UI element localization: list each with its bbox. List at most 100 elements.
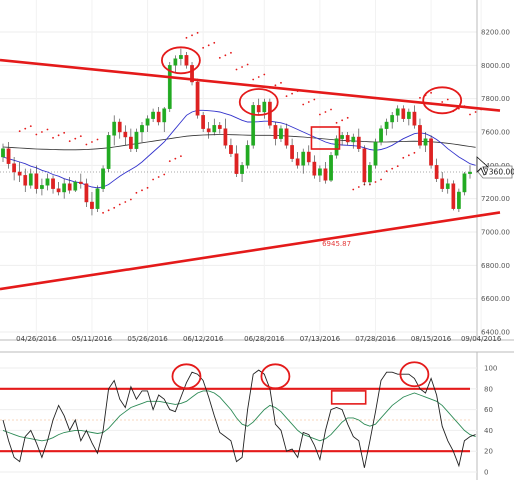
candle-up	[140, 125, 144, 133]
candle-down	[67, 183, 72, 191]
sar-dot	[474, 111, 477, 113]
sar-dot	[246, 63, 249, 66]
candle-down	[223, 128, 228, 146]
price-y-axis: 8200.008000.007800.007600.007400.007200.…	[481, 29, 510, 337]
sar-dot	[218, 56, 221, 59]
date-tick-label: 09/04/2016	[461, 335, 502, 343]
sar-dot	[263, 73, 266, 76]
price-panel-background	[0, 0, 477, 340]
candle-down	[273, 125, 278, 139]
candle-down	[256, 105, 261, 113]
oscillator-tick-label: 60	[484, 406, 493, 414]
candle-up	[301, 151, 306, 166]
candle-up	[1, 148, 5, 158]
candle-up	[390, 115, 395, 123]
sar-dot	[202, 46, 205, 49]
sar-dot	[352, 188, 355, 191]
sar-dot	[441, 101, 444, 103]
sar-dot	[85, 143, 88, 146]
sar-dot	[285, 95, 288, 98]
price-tick-label: 7000.00	[481, 229, 510, 237]
sar-dot	[330, 108, 332, 111]
candle-up	[457, 191, 461, 209]
oscillator-highlight-marks	[171, 361, 430, 405]
sar-dot	[291, 92, 293, 95]
candle-up	[40, 185, 44, 189]
sar-dot	[163, 173, 166, 176]
sar-dot	[280, 81, 282, 84]
candle-down	[356, 136, 361, 149]
candle-down	[129, 136, 133, 149]
ma-dark-line	[2, 134, 476, 151]
candle-up	[329, 155, 333, 181]
candle-down	[429, 138, 433, 166]
candle-down	[78, 181, 83, 184]
date-tick-label: 06/28/2016	[244, 335, 285, 343]
price-gridlines	[0, 0, 482, 340]
sar-dot	[241, 66, 243, 68]
date-tick-label: 07/28/2016	[355, 335, 396, 343]
oscillator-highlight-circle	[260, 363, 291, 390]
candle-up	[384, 121, 389, 129]
parabolic-sar	[18, 31, 483, 214]
sar-dot	[252, 78, 255, 81]
sar-dot	[152, 178, 155, 181]
sar-dot	[185, 36, 188, 39]
candle-up	[462, 173, 467, 193]
sar-dot	[113, 206, 116, 209]
oscillator-tick-label: 0	[484, 469, 488, 477]
candle-down	[56, 188, 61, 193]
sar-dot	[207, 44, 210, 47]
oscillator-lines	[2, 369, 476, 468]
date-tick-label: 07/13/2016	[300, 335, 341, 343]
sar-dot	[46, 128, 49, 131]
sar-dot	[391, 167, 394, 170]
date-tick-label: 06/12/2016	[183, 335, 224, 343]
sar-dot	[446, 98, 449, 101]
sar-dot	[318, 113, 321, 116]
candle-up	[318, 168, 322, 176]
oscillator-signal-line	[2, 390, 476, 442]
sar-dot	[57, 134, 60, 137]
price-tick-label: 7800.00	[481, 95, 510, 103]
candle-up	[151, 111, 155, 119]
sar-dot	[24, 127, 27, 130]
candle-down	[440, 178, 445, 189]
last-price-badge-text: 7360.00	[484, 168, 514, 177]
candle-up	[179, 55, 183, 59]
candle-up	[112, 121, 117, 136]
candle-up	[162, 108, 167, 123]
candle-down	[156, 111, 161, 123]
price-panel: 8200.008000.007800.007600.007400.007200.…	[0, 0, 514, 343]
trendline-value-label: 6945.87	[322, 240, 351, 248]
price-highlight-marks	[161, 46, 463, 150]
sar-dot	[313, 98, 316, 101]
sar-dot	[63, 131, 66, 134]
sar-dot	[413, 151, 416, 154]
candle-up	[73, 181, 78, 191]
date-axis: 04/26/2016 05/11/2016 05/26/2016 06/12/2016…	[16, 335, 502, 343]
candles	[1, 48, 472, 216]
candle-down	[312, 161, 317, 176]
candle-up	[134, 131, 139, 149]
sar-dot	[402, 156, 405, 159]
sar-dot	[168, 160, 171, 163]
candle-up	[406, 111, 411, 119]
candle-up	[145, 118, 150, 126]
candle-up	[245, 145, 250, 166]
candle-down	[90, 201, 94, 209]
date-tick-label: 04/26/2016	[16, 335, 57, 343]
candle-up	[95, 188, 100, 209]
candle-down	[17, 171, 22, 176]
candle-up	[468, 171, 472, 174]
candle-down	[434, 165, 439, 179]
oscillator-panel: 100 80 60 40 20 0	[0, 351, 514, 480]
sar-dot	[302, 103, 305, 106]
sar-dot	[341, 119, 344, 122]
candle-down	[184, 55, 189, 66]
sar-dot	[129, 198, 132, 201]
price-tick-label: 6800.00	[481, 262, 510, 270]
sar-dot	[96, 138, 99, 141]
candle-down	[12, 163, 16, 173]
